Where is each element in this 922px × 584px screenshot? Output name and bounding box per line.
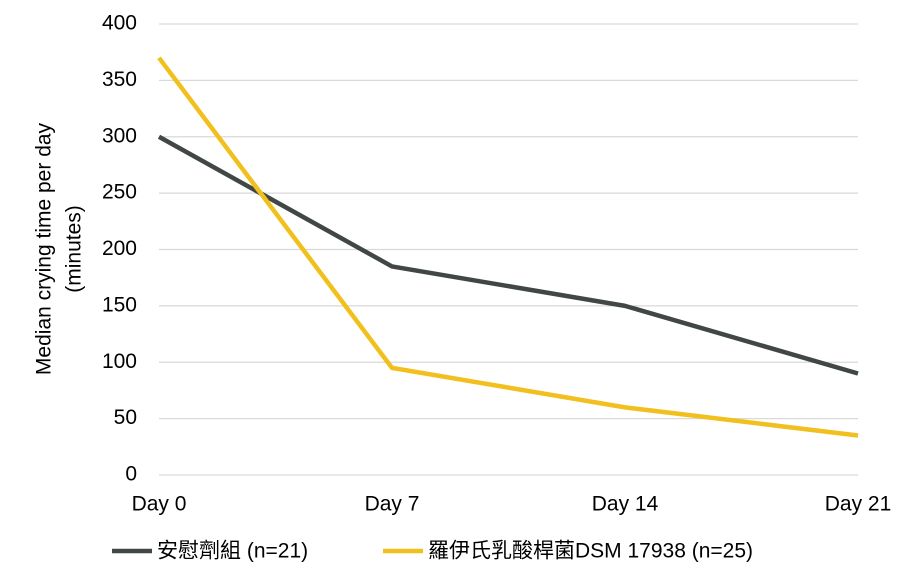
legend-label: 羅伊氏乳酸桿菌DSM 17938 (n=25) xyxy=(428,540,753,563)
y-axis-label: (minutes) xyxy=(63,205,86,293)
y-tick-label: 0 xyxy=(125,463,137,486)
y-tick-label: 100 xyxy=(102,350,137,373)
x-tick-label: Day 7 xyxy=(365,493,420,516)
series-line xyxy=(157,134,859,376)
y-tick-label: 200 xyxy=(102,237,137,260)
y-axis-label: Median crying time per day xyxy=(33,122,56,375)
y-tick-label: 400 xyxy=(102,12,137,35)
y-tick-label: 50 xyxy=(114,406,137,429)
x-tick-label: Day 21 xyxy=(825,493,892,516)
x-tick-label: Day 0 xyxy=(132,493,187,516)
series-line xyxy=(157,56,859,438)
y-tick-label: 250 xyxy=(102,181,137,204)
y-tick-label: 150 xyxy=(102,293,137,316)
legend-label: 安慰劑組 (n=21) xyxy=(157,540,308,563)
x-tick-label: Day 14 xyxy=(592,493,659,516)
y-tick-label: 350 xyxy=(102,68,137,91)
y-tick-label: 300 xyxy=(102,124,137,147)
